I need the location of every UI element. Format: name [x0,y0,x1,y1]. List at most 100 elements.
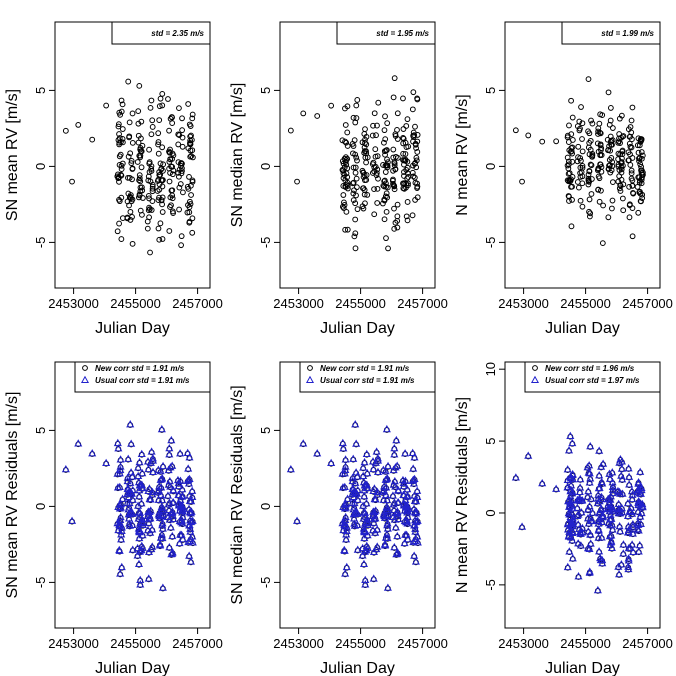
data-point [373,170,380,176]
data-point-triangle [117,535,126,543]
data-point [384,120,391,127]
data-point-triangle [165,450,174,458]
legend: std = 1.95 m/s [336,21,436,45]
data-point [620,207,627,214]
data-point [381,197,388,204]
data-point-triangle [606,520,615,529]
data-point-triangle [392,435,401,444]
data-point-triangle [127,489,136,497]
data-point [156,117,163,123]
data-point-triangle [341,512,350,521]
data-point-triangle [628,494,637,503]
data-point [354,157,360,164]
legend-entry: Usual corr std = 1.91 m/s [320,376,415,385]
data-point [185,145,192,152]
data-point-triangle [373,454,382,462]
data-point-triangle [409,464,418,472]
data-point-triangle [144,507,153,515]
data-point-triangle [117,530,126,538]
data-point-triangle [353,485,362,494]
data-point-triangle [116,462,125,470]
data-point [412,160,419,166]
data-point [119,101,126,108]
data-point-triangle [618,475,627,483]
data-point-triangle [634,520,643,528]
data-point-triangle [388,491,398,499]
data-point [607,117,614,124]
data-point [361,144,368,151]
data-point-triangle [368,525,377,534]
data-point [353,184,360,191]
data-point [589,120,596,127]
series-circles [62,78,196,256]
data-point-triangle [137,449,146,458]
data-point-triangle [88,449,97,457]
data-point-triangle [184,537,193,546]
data-point-triangle [117,523,126,531]
data-point [134,159,141,165]
data-point-triangle [165,505,174,514]
data-point-triangle [174,478,183,487]
data-point [578,157,584,164]
data-point [638,163,644,170]
data-point-triangle [624,556,633,564]
data-point [381,216,388,223]
data-point [149,124,156,130]
data-point [145,207,152,214]
data-point [412,141,419,148]
data-point [136,175,143,182]
data-point-triangle [137,499,146,507]
data-point-triangle [115,546,124,554]
data-point-triangle [341,465,350,474]
data-point-triangle [185,508,194,516]
data-point [159,236,166,242]
data-point [405,143,412,150]
data-point [394,217,401,224]
data-point-triangle [565,527,574,535]
x-tick-label: 2457000 [397,296,448,311]
data-point [350,180,356,187]
data-point-triangle [158,503,167,512]
x-tick-label: 2455000 [560,636,611,651]
data-point [628,170,635,177]
data-point [157,220,164,227]
data-point-triangle [575,487,584,496]
data-point-triangle [169,514,178,522]
legend-box [524,361,661,393]
data-point [413,154,420,161]
x-tick-label: 2457000 [622,296,673,311]
data-point [391,183,398,190]
data-point-triangle [124,492,133,501]
y-tick-label: 10 [483,362,498,376]
data-point-triangle [619,540,628,548]
x-tick-label: 2457000 [172,636,223,651]
data-point [372,146,379,153]
y-axis-title: N mean RV Residuals [m/s] [454,397,471,593]
y-tick-label: 5 [33,87,48,94]
x-tick-label: 2453000 [273,636,324,651]
data-point-triangle [134,559,144,568]
data-point-triangle [175,538,184,547]
data-point [149,181,156,188]
data-point-triangle [157,474,166,483]
data-point-triangle [628,519,637,528]
data-point [414,96,421,103]
data-point-triangle [293,516,302,524]
data-point-triangle [584,527,593,535]
x-tick-label: 2455000 [560,296,611,311]
data-point [342,138,348,145]
legend-box [74,361,211,393]
data-point [128,157,135,164]
data-point [139,142,146,149]
x-axis-title: Julian Day [545,320,620,337]
data-point [125,190,132,197]
data-point [567,148,574,155]
y-axis-title: SN mean RV Residuals [m/s] [4,392,21,599]
data-point [129,240,136,247]
data-point [598,187,604,194]
data-point [189,229,196,236]
data-point-triangle [594,525,603,533]
data-point [600,202,607,209]
data-point [539,138,546,145]
data-point-triangle [299,439,308,447]
